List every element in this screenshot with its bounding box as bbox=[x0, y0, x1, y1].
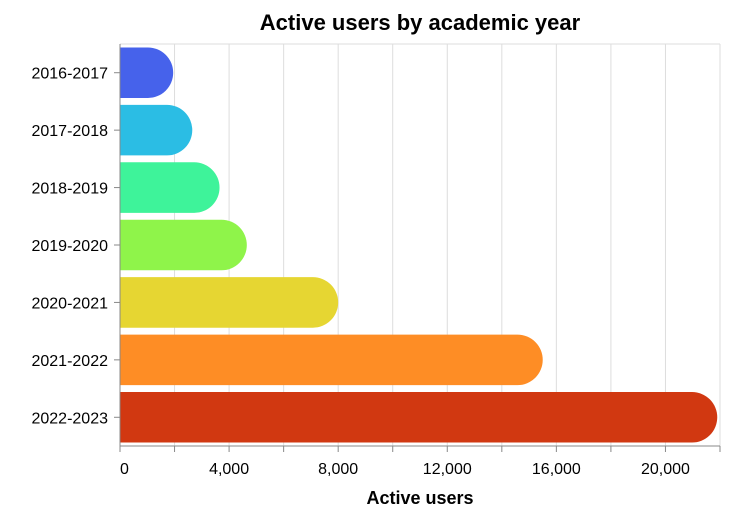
x-axis-title: Active users bbox=[366, 488, 473, 508]
bar-2022-2023 bbox=[120, 392, 718, 443]
axes bbox=[114, 44, 721, 452]
bar-2017-2018 bbox=[120, 104, 193, 156]
bar-2018-2019 bbox=[120, 162, 220, 213]
y-tick-label: 2018-2019 bbox=[31, 181, 108, 198]
bar-2021-2022 bbox=[120, 334, 543, 386]
y-tick-label: 2017-2018 bbox=[31, 123, 108, 140]
gridlines bbox=[119, 43, 721, 446]
x-tick-label: 4,000 bbox=[209, 461, 249, 478]
y-axis-labels: 2016-2017 2017-2018 2018-2019 2019-2020 2020… bbox=[31, 66, 108, 428]
y-tick-label: 2020-2021 bbox=[31, 295, 108, 312]
x-tick-label: 8,000 bbox=[318, 461, 358, 478]
x-tick-label: 0 bbox=[120, 461, 129, 478]
x-tick-label: 12,000 bbox=[423, 461, 472, 478]
y-tick-label: 2016-2017 bbox=[31, 66, 108, 83]
y-tick-label: 2019-2020 bbox=[31, 238, 108, 255]
x-axis-labels: 0 4,000 8,000 12,000 16,000 20,000 bbox=[120, 461, 690, 478]
x-tick-label: 16,000 bbox=[532, 461, 581, 478]
y-tick-label: 2022-2023 bbox=[31, 410, 108, 427]
x-tick-label: 20,000 bbox=[641, 461, 690, 478]
chart-title: Active users by academic year bbox=[260, 10, 581, 35]
bar-2019-2020 bbox=[120, 219, 247, 271]
bar-2016-2017 bbox=[120, 47, 174, 98]
bar-2020-2021 bbox=[120, 277, 339, 328]
y-tick-label: 2021-2022 bbox=[31, 353, 108, 370]
bars bbox=[120, 47, 718, 443]
